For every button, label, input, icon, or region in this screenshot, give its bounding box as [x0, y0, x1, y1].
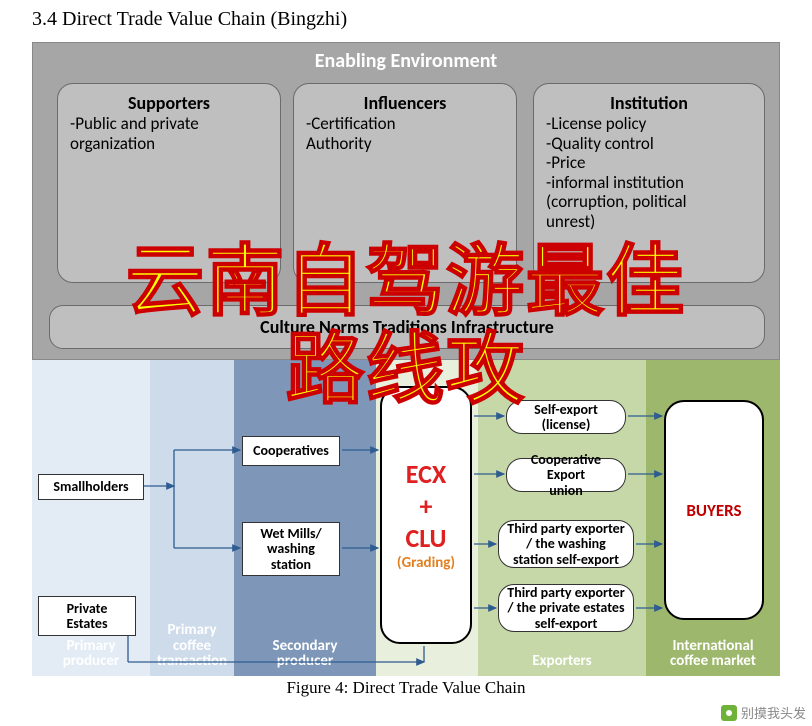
- wechat-watermark: 别摸我头发: [721, 703, 806, 722]
- env-box-2: Institution-License policy-Quality contr…: [533, 83, 765, 283]
- wechat-icon: [721, 705, 737, 721]
- node-wetmills: Wet Mills/washingstation: [242, 522, 340, 576]
- enabling-environment: Enabling Environment Supporters-Public a…: [32, 42, 780, 360]
- lane-2: Secondaryproducer: [234, 360, 376, 676]
- buyers-box: BUYERS: [664, 400, 764, 620]
- node-tp_washing: Third party exporter/ the washingstation…: [498, 520, 634, 568]
- watermark-text: 别摸我头发: [741, 703, 806, 722]
- env-title: Enabling Environment: [33, 49, 779, 73]
- node-privateEstates: PrivateEstates: [38, 596, 136, 636]
- node-coop: Cooperatives: [242, 436, 340, 466]
- node-smallholders: Smallholders: [38, 474, 144, 500]
- ecx-clu-box: ECX+CLU(Grading): [380, 386, 472, 644]
- node-selfexport: Self-export(license): [506, 400, 626, 434]
- lane-1: Primarycoffeetransaction: [150, 360, 234, 676]
- env-box-0: Supporters-Public and privateorganizatio…: [57, 83, 281, 283]
- node-tp_private: Third party exporter/ the private estate…: [498, 584, 634, 632]
- env-band: Culture Norms Traditions Infrastructure: [49, 305, 765, 349]
- value-chain-diagram: Enabling Environment Supporters-Public a…: [32, 42, 780, 690]
- figure-caption: Figure 4: Direct Trade Value Chain: [32, 678, 780, 698]
- env-box-1: Influencers-CertificationAuthority: [293, 83, 517, 283]
- node-coopunion: Cooperative Exportunion: [506, 458, 626, 492]
- section-heading: 3.4 Direct Trade Value Chain (Bingzhi): [32, 8, 347, 31]
